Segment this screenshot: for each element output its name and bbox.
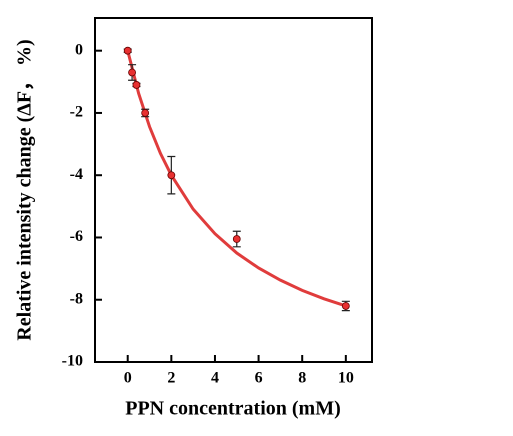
data-point [341,302,350,310]
x-tick-label: 8 [298,370,306,387]
x-tick-label: 10 [338,370,354,387]
y-tick-label: -2 [70,104,83,121]
x-tick-label: 4 [211,370,219,387]
y-tick-label: -4 [70,166,83,183]
x-tick-label: 6 [255,370,263,387]
data-point [141,109,150,117]
x-tick-label: 2 [167,370,175,387]
fit-curve [126,50,347,308]
y-tick-label: -6 [70,228,83,245]
data-point [167,171,176,180]
y-tick-label: -8 [70,290,83,307]
y-tick-label: -10 [62,353,83,370]
y-tick-label: 0 [75,41,83,58]
plot-frame [94,17,373,363]
y-axis-label: Relative intensity change (ΔF， %) [14,39,36,340]
data-point [232,235,241,243]
x-tick-label: 0 [124,370,132,387]
x-axis-label: PPN concentration (mM) [125,398,341,420]
data-point [128,68,136,77]
data-point [132,81,141,89]
data-point [123,46,132,55]
